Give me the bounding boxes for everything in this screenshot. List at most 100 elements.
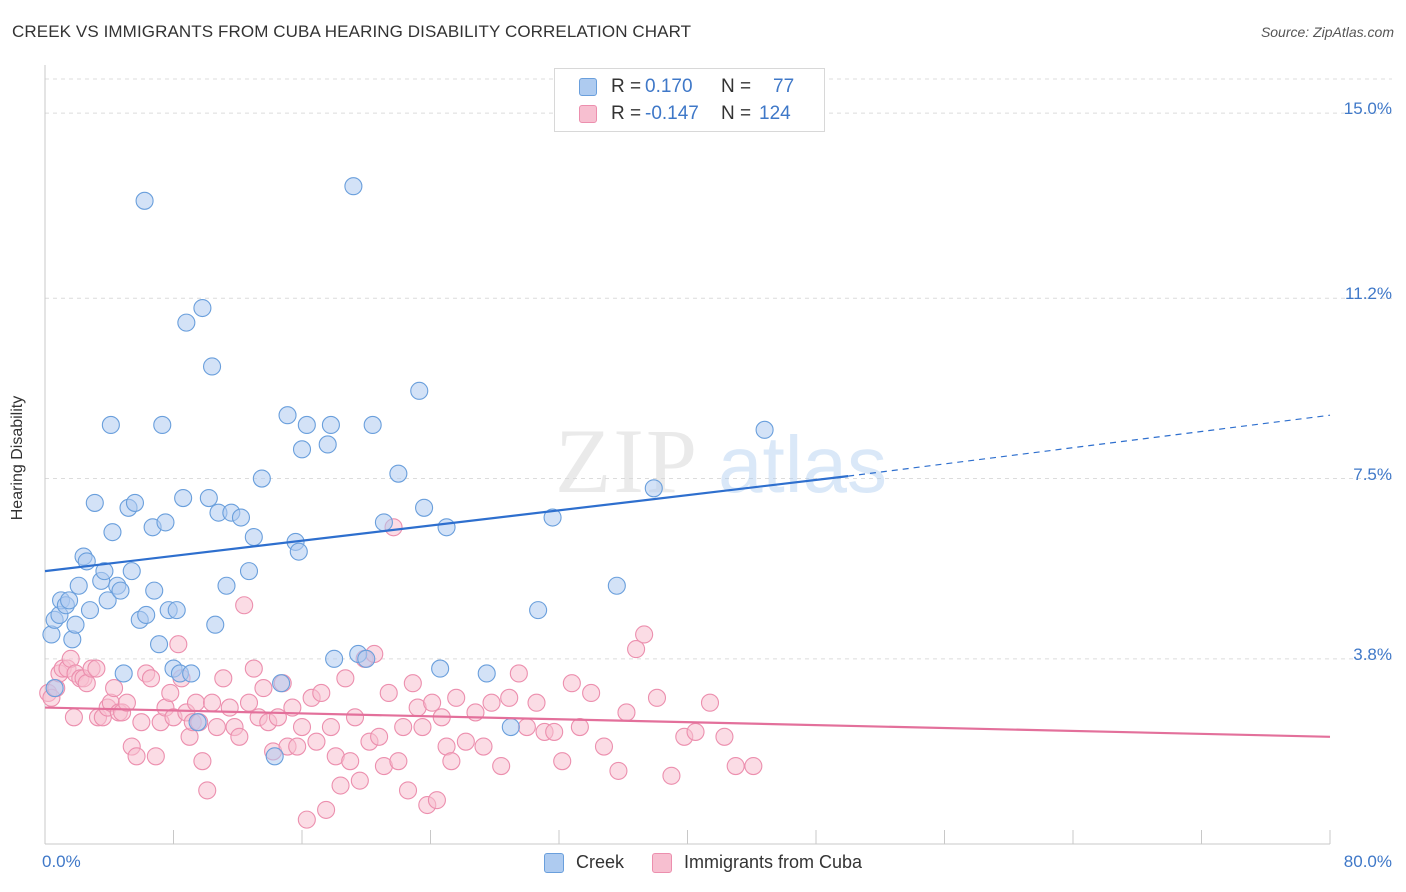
data-point-creek: [98, 591, 117, 610]
data-point-creek: [363, 415, 382, 435]
data-point-cuba: [423, 693, 442, 712]
data-point-cuba: [193, 752, 212, 771]
data-point-cuba: [292, 718, 312, 737]
data-point-cuba: [268, 708, 287, 727]
data-point-creek: [344, 177, 363, 196]
data-point-cuba: [403, 674, 422, 693]
data-point-creek: [644, 479, 663, 498]
data-point-cuba: [509, 664, 528, 683]
data-point-cuba: [341, 752, 360, 771]
data-point-creek: [431, 659, 450, 678]
data-point-creek: [153, 415, 172, 435]
data-point-cuba: [744, 756, 763, 776]
data-point-creek: [477, 664, 496, 683]
y-tick-label: 7.5%: [1353, 464, 1392, 484]
series-immigrants-from-cuba: [39, 518, 763, 829]
data-point-cuba: [345, 708, 365, 727]
data-point-cuba: [331, 776, 350, 795]
data-point-creek: [410, 381, 429, 400]
data-point-cuba: [169, 635, 188, 654]
data-point-creek: [69, 576, 88, 595]
data-point-creek: [278, 406, 297, 425]
data-point-cuba: [442, 752, 461, 771]
data-point-creek: [244, 527, 263, 547]
data-point-creek: [174, 488, 193, 508]
data-point-cuba: [307, 732, 326, 751]
series-legend: Creek Immigrants from Cuba: [0, 852, 1406, 873]
data-point-creek: [63, 630, 82, 649]
data-point-creek: [66, 615, 85, 634]
data-point-creek: [272, 674, 291, 693]
data-point-creek: [543, 508, 562, 527]
legend-row-cuba: R = -0.147 N = 124: [579, 102, 791, 126]
data-point-creek: [265, 747, 284, 766]
data-point-cuba: [662, 766, 681, 785]
data-point-creek: [177, 313, 196, 332]
data-point-creek: [101, 415, 120, 435]
watermark-atlas: atlas: [718, 420, 887, 509]
data-point-creek: [389, 464, 408, 483]
data-point-cuba: [570, 718, 589, 737]
data-point-cuba: [582, 683, 601, 702]
data-point-creek: [137, 605, 156, 625]
data-point-cuba: [370, 727, 389, 746]
data-point-cuba: [398, 781, 418, 800]
x-tick-label-min: 0.0%: [42, 852, 81, 871]
legend-label-creek: Creek: [575, 852, 624, 872]
data-point-creek: [217, 576, 236, 595]
data-point-creek: [206, 615, 225, 634]
data-point-cuba: [127, 747, 146, 766]
watermark: ZIP atlas: [555, 410, 887, 512]
data-point-cuba: [394, 718, 413, 737]
data-point-creek: [45, 679, 64, 698]
data-point-creek: [193, 298, 212, 318]
n-value: 77: [773, 76, 795, 97]
data-point-cuba: [297, 810, 316, 829]
data-point-cuba: [317, 800, 336, 819]
series-creek: [42, 177, 774, 766]
data-point-cuba: [64, 708, 83, 727]
data-point-creek: [755, 420, 774, 439]
data-point-cuba: [141, 669, 161, 688]
n-label: N =: [721, 103, 752, 124]
trend-line-creek: [44, 475, 849, 573]
n-label: N =: [721, 76, 752, 97]
data-point-creek: [122, 562, 141, 581]
trend-line-cuba: [44, 706, 1331, 738]
data-point-cuba: [312, 683, 331, 702]
data-point-creek: [199, 488, 218, 508]
data-point-cuba: [203, 693, 222, 712]
trend-line-creek-projection: [848, 414, 1331, 477]
data-point-cuba: [474, 737, 493, 756]
data-point-creek: [145, 581, 164, 600]
data-point-cuba: [198, 781, 217, 800]
data-point-cuba: [117, 693, 136, 712]
data-point-creek: [374, 513, 393, 532]
data-point-creek: [114, 664, 133, 683]
data-point-cuba: [239, 693, 259, 712]
data-point-cuba: [214, 669, 233, 688]
data-point-cuba: [517, 718, 536, 737]
y-tick-label: 15.0%: [1343, 99, 1392, 119]
data-point-cuba: [350, 771, 369, 790]
r-label: R =: [611, 103, 642, 124]
chart-title: CREEK VS IMMIGRANTS FROM CUBA HEARING DI…: [12, 22, 692, 41]
data-point-cuba: [647, 688, 667, 707]
legend-item-creek: Creek: [543, 852, 624, 873]
data-point-cuba: [686, 722, 705, 741]
data-point-creek: [188, 713, 207, 732]
data-point-cuba: [594, 737, 614, 756]
y-tick-label: 11.2%: [1345, 284, 1392, 304]
trend-lines: [44, 414, 1331, 738]
data-point-creek: [321, 415, 340, 435]
data-point-cuba: [230, 727, 249, 746]
y-tick-label: 3.8%: [1353, 644, 1392, 664]
data-point-cuba: [186, 693, 206, 712]
data-point-cuba: [545, 722, 564, 741]
data-point-cuba: [447, 688, 466, 707]
chart-source: Source: ZipAtlas.com: [1260, 24, 1394, 40]
data-point-creek: [80, 601, 100, 620]
data-point-cuba: [715, 727, 734, 746]
data-point-cuba: [726, 756, 745, 776]
axes: [44, 65, 1331, 845]
